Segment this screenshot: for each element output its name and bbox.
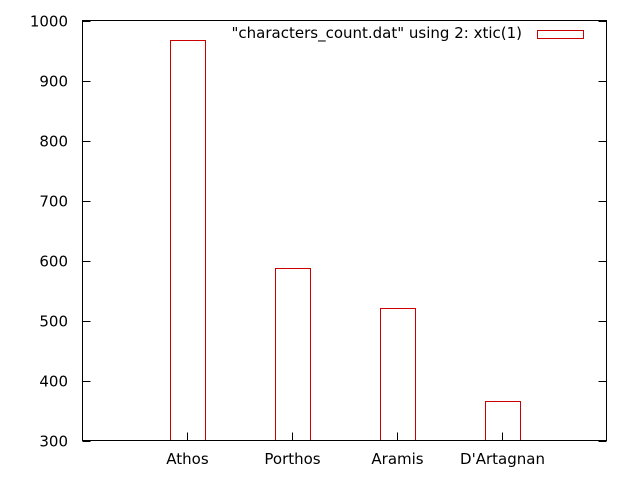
legend-swatch [537, 30, 584, 39]
y-tick-label: 1000 [30, 13, 68, 31]
x-tick-label: D'Artagnan [460, 450, 545, 468]
y-tick-label: 700 [39, 193, 68, 211]
y-axis: 300 400 500 600 700 800 900 1000 [30, 13, 607, 451]
y-tick-label: 300 [39, 433, 68, 451]
bar-porthos [275, 268, 311, 441]
legend: "characters_count.dat" using 2: xtic(1) [232, 24, 584, 43]
y-tick-label: 500 [39, 313, 68, 331]
legend-label: "characters_count.dat" using 2: xtic(1) [232, 24, 522, 43]
bar-athos [170, 40, 206, 441]
y-tick-label: 400 [39, 373, 68, 391]
bars-group [170, 40, 521, 441]
y-tick-label: 800 [39, 133, 68, 151]
x-tick-label: Athos [166, 450, 209, 468]
x-tick-label: Porthos [264, 450, 320, 468]
y-tick-label: 600 [39, 253, 68, 271]
plot-frame [82, 20, 607, 441]
x-axis: Athos Porthos Aramis D'Artagnan [166, 432, 545, 468]
y-tick-label: 900 [39, 73, 68, 91]
x-tick-label: Aramis [371, 450, 423, 468]
bar-aramis [380, 308, 416, 441]
